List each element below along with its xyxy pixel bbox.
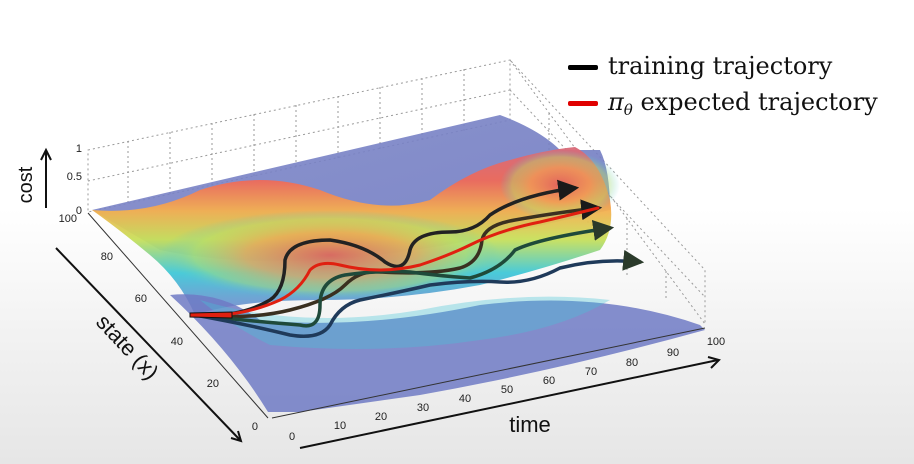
theta-subscript: θ <box>623 101 633 119</box>
y-tick-label: 20 <box>207 378 219 390</box>
x-tick-label: 70 <box>585 366 597 378</box>
x-tick-label: 100 <box>707 336 725 348</box>
cost-axis-arrowhead <box>40 147 52 161</box>
state-axis-arrow <box>55 247 241 441</box>
x-tick-label: 80 <box>626 357 638 369</box>
x-tick-label: 10 <box>334 420 346 432</box>
cost-axis-label: cost <box>15 166 37 203</box>
state-axis-label: state (x) <box>91 309 163 384</box>
y-tick-label: 100 <box>59 213 77 225</box>
surface-front-plateau <box>170 294 705 412</box>
time-axis-label: time <box>509 412 551 437</box>
x-tick-label: 20 <box>375 411 387 423</box>
legend-swatch-red <box>568 101 598 106</box>
y-tick-label: 0 <box>252 421 258 433</box>
training-trajectories <box>189 179 645 338</box>
time-axis-arrow <box>299 359 719 449</box>
x-tick-label: 40 <box>459 393 471 405</box>
x-tick-label: 60 <box>543 375 555 387</box>
z-tick-label: 1 <box>76 143 82 155</box>
legend-expected-text: expected trajectory <box>632 88 878 116</box>
surface-hot-peak <box>500 150 620 220</box>
legend-swatch-black <box>568 65 598 70</box>
x-tick-label: 90 <box>667 347 679 359</box>
legend-label-expected: πθ expected trajectory <box>608 88 878 119</box>
legend-label-training: training trajectory <box>608 52 833 80</box>
y-tick-label: 40 <box>171 336 183 348</box>
x-tick-label: 0 <box>289 431 295 443</box>
state-axis-arrowhead <box>230 430 243 443</box>
training-trajectory-3 <box>193 219 615 328</box>
training-trajectory-4 <box>193 249 645 338</box>
cost-axis: cost 1 0.5 0 <box>15 143 82 217</box>
z-tick-label: 0.5 <box>67 171 82 183</box>
y-tick-label: 80 <box>101 251 113 263</box>
z-tick-label: 0 <box>76 205 82 217</box>
time-axis: time 0 10 20 30 40 50 60 70 80 90 100 <box>271 327 725 449</box>
time-axis-arrowhead <box>707 356 721 369</box>
expected-trajectory-start <box>189 311 233 319</box>
x-tick-label: 50 <box>501 384 513 396</box>
training-trajectory-1 <box>193 179 580 318</box>
pi-symbol: π <box>608 88 624 116</box>
expected-trajectory <box>193 206 600 317</box>
y-tick-label: 60 <box>135 293 147 305</box>
surface-hot-region <box>160 210 500 300</box>
x-tick-label: 30 <box>417 402 429 414</box>
